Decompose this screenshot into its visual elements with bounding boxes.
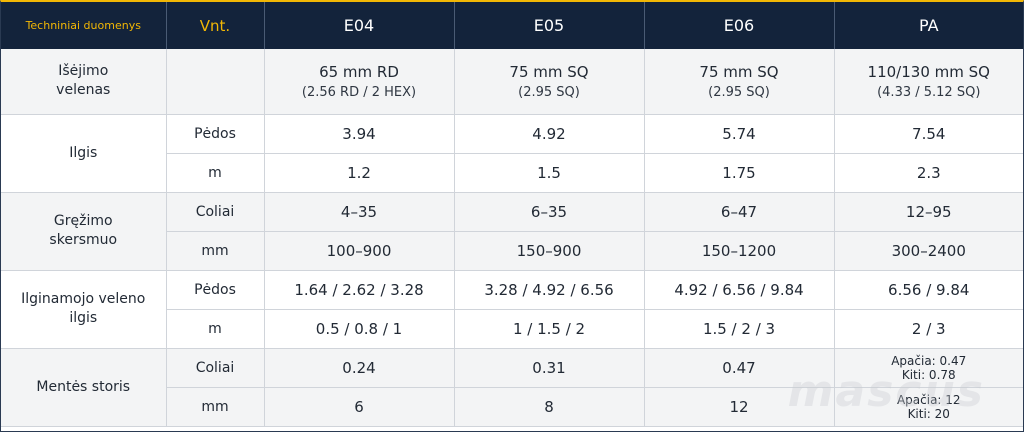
- length-unit-feet: Pėdos: [166, 114, 265, 154]
- shaft-e06-sub: (2.95 SQ): [708, 84, 770, 100]
- shaft-pa: 110/130 mm SQ (4.33 / 5.12 SQ): [834, 49, 1023, 115]
- shaft-e04: 65 mm RD (2.56 RD / 2 HEX): [264, 49, 455, 115]
- table-row: Ilginamojo veleno ilgis Pėdos 1.64 / 2.6…: [1, 270, 1023, 349]
- length-feet-pa: 7.54: [834, 114, 1023, 154]
- table-row: mm 6 8 12 Apačia: 12 Kiti: 20: [1, 387, 1023, 427]
- row-label-diameter: Gręžimo skersmuo: [1, 192, 167, 271]
- blade-inch-e06: 0.47: [644, 348, 835, 388]
- length-m-e05: 1.5: [454, 153, 645, 193]
- header-model-e06: E06: [644, 2, 835, 49]
- extension-unit-feet: Pėdos: [166, 270, 265, 310]
- diameter-unit-inch: Coliai: [166, 192, 265, 232]
- table-row: mm 100–900 150–900 150–1200 300–2400: [1, 231, 1023, 271]
- extension-feet-e05: 3.28 / 4.92 / 6.56: [454, 270, 645, 310]
- blade-mm-pa-bottom: Apačia: 12: [896, 392, 961, 407]
- diameter-mm-e04: 100–900: [264, 231, 455, 271]
- header-row: Techniniai duomenys Vnt. E04 E05 E06 PA: [1, 2, 1023, 49]
- length-unit-m: m: [166, 153, 265, 193]
- diameter-inch-e06: 6–47: [644, 192, 835, 232]
- diameter-mm-pa: 300–2400: [834, 231, 1023, 271]
- blade-inch-e04: 0.24: [264, 348, 455, 388]
- table-row: m 1.2 1.5 1.75 2.3: [1, 153, 1023, 193]
- blade-unit-mm: mm: [166, 387, 265, 427]
- table-row: Ilgis Pėdos 3.94 4.92 5.74 7.54: [1, 114, 1023, 193]
- blade-mm-e04: 6: [264, 387, 455, 427]
- length-feet-e06: 5.74: [644, 114, 835, 154]
- shaft-e05-sub: (2.95 SQ): [518, 84, 580, 100]
- header-unit: Vnt.: [166, 2, 265, 49]
- unit-cell-empty: [166, 49, 265, 115]
- shaft-e05-main: 75 mm SQ: [509, 62, 589, 81]
- blade-inch-e05: 0.31: [454, 348, 645, 388]
- length-feet-e04: 3.94: [264, 114, 455, 154]
- blade-mm-e06: 12: [644, 387, 835, 427]
- header-model-pa: PA: [834, 2, 1023, 49]
- table-row: m 0.5 / 0.8 / 1 1 / 1.5 / 2 1.5 / 2 / 3 …: [1, 309, 1023, 349]
- header-model-e04: E04: [264, 2, 455, 49]
- table-row: Išėjimo velenas 65 mm RD (2.56 RD / 2 HE…: [1, 49, 1023, 115]
- blade-unit-inch: Coliai: [166, 348, 265, 388]
- table-row: Gręžimo skersmuo Coliai 4–35 6–35 6–47 1…: [1, 192, 1023, 271]
- blade-mm-pa-other: Kiti: 20: [907, 406, 950, 421]
- diameter-inch-e04: 4–35: [264, 192, 455, 232]
- row-label-shaft: Išėjimo velenas: [1, 49, 167, 115]
- diameter-inch-pa: 12–95: [834, 192, 1023, 232]
- table-row: Mentės storis Coliai 0.24 0.31 0.47 Apač…: [1, 348, 1023, 427]
- shaft-e04-sub: (2.56 RD / 2 HEX): [301, 84, 417, 100]
- shaft-pa-main: 110/130 mm SQ: [867, 62, 990, 81]
- extension-feet-e04: 1.64 / 2.62 / 3.28: [264, 270, 455, 310]
- blade-inch-pa-other: Kiti: 0.78: [901, 367, 956, 382]
- diameter-mm-e05: 150–900: [454, 231, 645, 271]
- extension-label-text: Ilginamojo veleno ilgis: [21, 291, 146, 326]
- diameter-mm-e06: 150–1200: [644, 231, 835, 271]
- header-spec: Techniniai duomenys: [1, 2, 167, 49]
- extension-feet-e06: 4.92 / 6.56 / 9.84: [644, 270, 835, 310]
- length-m-e04: 1.2: [264, 153, 455, 193]
- blade-mm-e05: 8: [454, 387, 645, 427]
- extension-m-pa: 2 / 3: [834, 309, 1023, 349]
- row-label-blade: Mentės storis: [1, 348, 167, 427]
- blade-inch-pa: Apačia: 0.47 Kiti: 0.78: [834, 348, 1023, 388]
- diameter-unit-mm: mm: [166, 231, 265, 271]
- length-m-e06: 1.75: [644, 153, 835, 193]
- header-model-e05: E05: [454, 2, 645, 49]
- shaft-e06-main: 75 mm SQ: [699, 62, 779, 81]
- shaft-e05: 75 mm SQ (2.95 SQ): [454, 49, 645, 115]
- extension-feet-pa: 6.56 / 9.84: [834, 270, 1023, 310]
- row-label-length: Ilgis: [1, 114, 167, 193]
- shaft-pa-sub: (4.33 / 5.12 SQ): [877, 84, 981, 100]
- diameter-inch-e05: 6–35: [454, 192, 645, 232]
- length-feet-e05: 4.92: [454, 114, 645, 154]
- blade-inch-pa-bottom: Apačia: 0.47: [891, 353, 967, 368]
- shaft-e04-main: 65 mm RD: [319, 62, 399, 81]
- extension-unit-m: m: [166, 309, 265, 349]
- row-label-extension: Ilginamojo veleno ilgis: [1, 270, 167, 349]
- diameter-label-text: Gręžimo skersmuo: [49, 213, 118, 248]
- extension-m-e04: 0.5 / 0.8 / 1: [264, 309, 455, 349]
- shaft-label-text: Išėjimo velenas: [56, 63, 111, 99]
- extension-m-e05: 1 / 1.5 / 2: [454, 309, 645, 349]
- extension-m-e06: 1.5 / 2 / 3: [644, 309, 835, 349]
- length-m-pa: 2.3: [834, 153, 1023, 193]
- shaft-e06: 75 mm SQ (2.95 SQ): [644, 49, 835, 115]
- blade-mm-pa: Apačia: 12 Kiti: 20: [834, 387, 1023, 427]
